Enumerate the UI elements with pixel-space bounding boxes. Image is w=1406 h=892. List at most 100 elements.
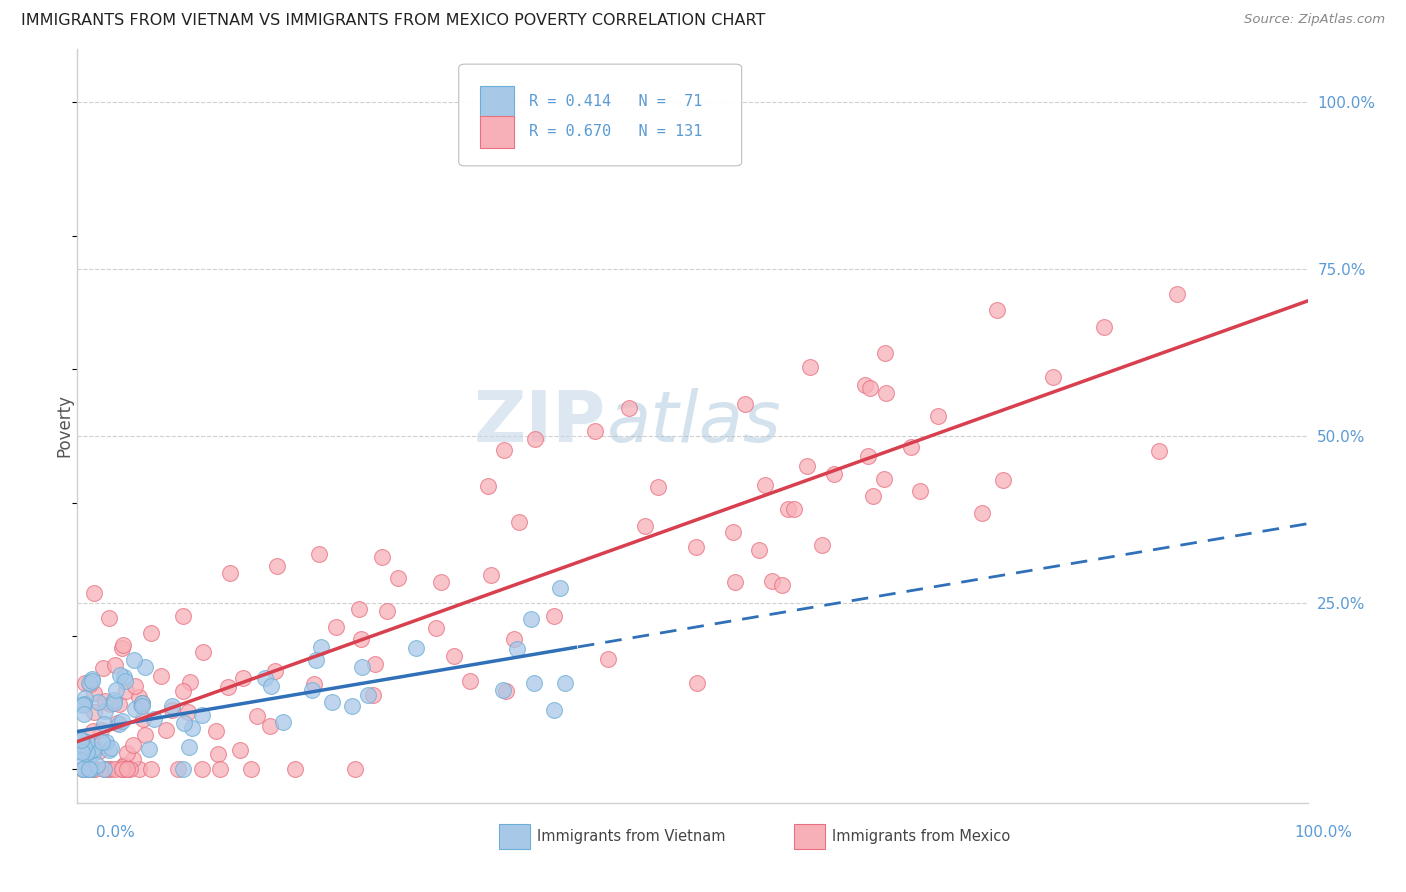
Point — [103, 696, 125, 710]
Point — [425, 621, 447, 635]
Point — [82, 746, 104, 760]
Point — [724, 574, 747, 589]
Point — [308, 547, 330, 561]
Point — [363, 688, 385, 702]
Point — [112, 670, 135, 684]
Point — [770, 578, 793, 592]
Point — [111, 714, 134, 728]
Point — [72, 698, 94, 713]
Point — [115, 683, 138, 698]
Point — [796, 458, 818, 473]
Point — [239, 763, 262, 777]
Point — [502, 632, 524, 647]
Point — [492, 683, 515, 698]
Point — [748, 542, 770, 557]
Point — [82, 742, 104, 756]
Point — [1092, 320, 1115, 334]
Point — [73, 698, 96, 712]
Point — [986, 302, 1008, 317]
Point — [69, 733, 91, 747]
Point — [141, 763, 163, 777]
Point — [124, 679, 146, 693]
Point — [149, 669, 172, 683]
Point — [686, 676, 709, 690]
Point — [90, 723, 112, 738]
Point — [138, 742, 160, 756]
Point — [98, 763, 121, 777]
Point — [875, 385, 897, 400]
Point — [371, 549, 394, 564]
Point — [108, 697, 131, 711]
Point — [132, 713, 155, 727]
Point — [96, 763, 118, 777]
Point — [823, 467, 845, 481]
Point — [76, 735, 98, 749]
Point — [217, 680, 239, 694]
Point — [179, 674, 201, 689]
Point — [647, 480, 669, 494]
Point — [100, 740, 122, 755]
Point — [900, 440, 922, 454]
Point — [115, 763, 138, 777]
Point — [477, 479, 499, 493]
Text: IMMIGRANTS FROM VIETNAM VS IMMIGRANTS FROM MEXICO POVERTY CORRELATION CHART: IMMIGRANTS FROM VIETNAM VS IMMIGRANTS FR… — [21, 13, 765, 29]
Point — [73, 691, 96, 706]
Point — [734, 397, 756, 411]
Point — [357, 688, 380, 702]
Point — [458, 674, 481, 689]
Point — [364, 657, 387, 671]
Point — [160, 702, 183, 716]
Point — [352, 660, 374, 674]
Point — [77, 763, 100, 777]
Point — [543, 608, 565, 623]
Point — [155, 723, 177, 738]
Point — [859, 381, 882, 395]
Point — [596, 651, 619, 665]
Point — [108, 667, 131, 681]
Point — [93, 763, 115, 777]
Point — [991, 473, 1014, 487]
Point — [122, 653, 145, 667]
Point — [134, 660, 156, 674]
Point — [209, 763, 232, 777]
Point — [94, 735, 117, 749]
Point — [875, 346, 897, 360]
Point — [91, 660, 114, 674]
Point — [853, 377, 876, 392]
Point — [115, 746, 138, 760]
Point — [83, 763, 105, 777]
Point — [783, 501, 806, 516]
Text: Immigrants from Vietnam: Immigrants from Vietnam — [537, 830, 725, 844]
Point — [86, 757, 108, 772]
Point — [193, 645, 215, 659]
Point — [721, 524, 744, 539]
Text: atlas: atlas — [606, 388, 780, 457]
Point — [97, 611, 120, 625]
Point — [271, 714, 294, 729]
Point — [494, 443, 516, 458]
Point — [910, 484, 932, 499]
Point — [111, 641, 134, 656]
Point — [259, 719, 281, 733]
Point — [87, 695, 110, 709]
Point — [82, 724, 104, 739]
Point — [114, 763, 136, 777]
Point — [302, 677, 325, 691]
Point — [799, 359, 821, 374]
Point — [856, 449, 879, 463]
Point — [873, 472, 896, 486]
Point — [685, 541, 707, 555]
Point — [479, 568, 502, 582]
Point — [350, 632, 373, 647]
Point — [80, 763, 103, 777]
Point — [862, 489, 884, 503]
Point — [520, 612, 543, 626]
Point — [67, 744, 90, 758]
Point — [405, 640, 427, 655]
Point — [139, 626, 162, 640]
Point — [172, 608, 194, 623]
Point — [121, 738, 143, 752]
Point — [1166, 286, 1188, 301]
Text: Immigrants from Mexico: Immigrants from Mexico — [832, 830, 1011, 844]
Point — [927, 409, 949, 423]
